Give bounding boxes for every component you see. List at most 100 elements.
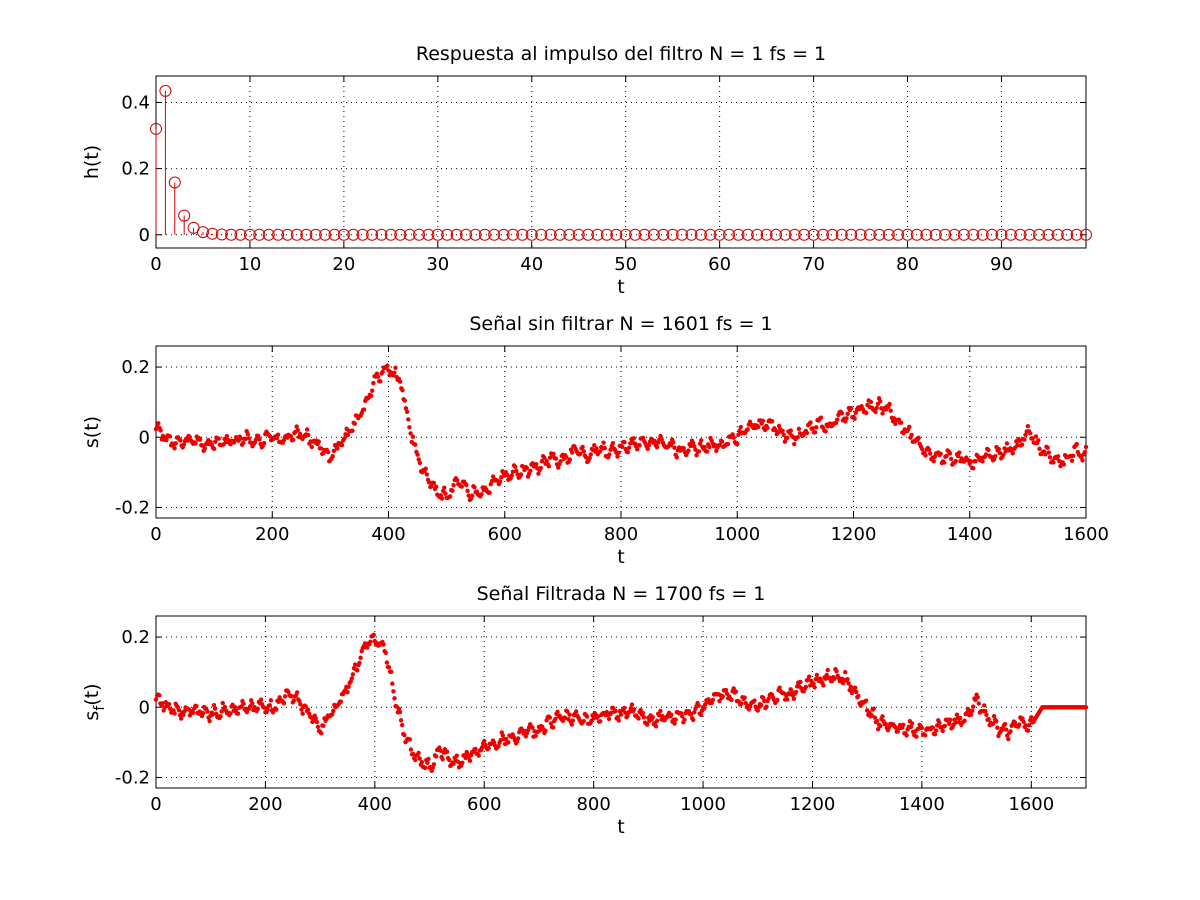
data-point xyxy=(358,655,363,661)
stem-marker xyxy=(666,228,679,241)
x-tick-label: 1400 xyxy=(947,524,993,545)
data-point xyxy=(274,435,280,441)
data-point xyxy=(556,465,561,470)
data-point xyxy=(691,717,696,723)
data-point xyxy=(594,446,599,451)
data-point xyxy=(490,474,496,479)
data-point xyxy=(318,446,324,451)
data-point xyxy=(1026,722,1032,728)
data-point xyxy=(810,426,816,431)
y-axis-label-base: s xyxy=(81,711,103,721)
data-point xyxy=(931,458,936,464)
data-point xyxy=(919,446,925,452)
data-point xyxy=(350,428,355,433)
data-point xyxy=(415,452,420,457)
data-point xyxy=(294,424,299,429)
chart-title: Señal Filtrada N = 1700 fs = 1 xyxy=(477,583,766,605)
data-point xyxy=(569,722,574,727)
x-tick-label: 1200 xyxy=(831,524,877,545)
stem-marker xyxy=(854,228,867,241)
data-point xyxy=(447,757,452,763)
data-point xyxy=(738,424,743,430)
y-tick-label: 0.4 xyxy=(121,92,150,113)
data-point xyxy=(704,449,710,454)
data-point xyxy=(941,460,947,465)
x-tick-label: 200 xyxy=(248,794,282,815)
data-point xyxy=(558,459,563,464)
data-point xyxy=(1023,432,1028,437)
data-point xyxy=(607,452,612,457)
data-point xyxy=(425,760,430,765)
data-point xyxy=(167,434,173,439)
data-point xyxy=(597,449,603,454)
data-point xyxy=(459,484,464,489)
data-point xyxy=(553,456,559,461)
stem-marker xyxy=(553,228,566,241)
data-point xyxy=(300,711,305,716)
stem-marker xyxy=(723,228,736,241)
data-point xyxy=(1080,458,1085,463)
data-point xyxy=(1033,434,1039,439)
data-point xyxy=(697,441,703,446)
x-tick-label: 10 xyxy=(238,254,261,275)
data-point xyxy=(803,684,809,690)
y-axis-label-suffix: (t) xyxy=(81,416,103,438)
data-point xyxy=(839,411,845,416)
data-point xyxy=(994,719,999,724)
data-point xyxy=(191,710,196,715)
data-point xyxy=(371,632,376,637)
data-point xyxy=(509,473,514,478)
data-point xyxy=(637,443,642,448)
data-point xyxy=(298,702,303,707)
data-point xyxy=(834,669,839,674)
data-point xyxy=(629,702,635,707)
data-point xyxy=(793,689,799,695)
data-point xyxy=(755,424,761,430)
data-point xyxy=(638,707,643,713)
data-point xyxy=(845,677,850,682)
data-point xyxy=(197,437,203,442)
data-point xyxy=(282,694,288,699)
data-point xyxy=(970,708,975,714)
stem-marker xyxy=(967,228,980,241)
data-point xyxy=(874,405,879,410)
data-point xyxy=(290,437,296,443)
stem-marker xyxy=(1004,228,1017,241)
data-point xyxy=(193,441,198,446)
data-point xyxy=(1071,453,1076,458)
data-point xyxy=(238,436,244,441)
stem-marker xyxy=(600,228,613,241)
data-point xyxy=(878,399,883,404)
data-point xyxy=(176,708,182,713)
data-point xyxy=(297,431,303,437)
x-tick-label: 400 xyxy=(358,794,392,815)
data-point xyxy=(986,716,991,722)
data-point xyxy=(808,420,813,425)
data-point xyxy=(812,685,817,690)
stem-marker xyxy=(638,228,651,241)
stem-marker xyxy=(863,228,876,241)
stem-marker xyxy=(168,176,181,189)
data-point xyxy=(564,455,569,460)
data-point xyxy=(1043,452,1048,457)
x-tick-label: 1400 xyxy=(899,794,945,815)
stem-marker xyxy=(704,228,717,241)
data-point xyxy=(762,698,767,704)
data-point xyxy=(1003,727,1009,732)
data-point xyxy=(460,760,465,765)
data-point xyxy=(824,672,829,678)
y-tick-label: 0.2 xyxy=(121,357,150,378)
data-point xyxy=(352,421,357,426)
y-axis-label-base: s xyxy=(81,438,103,448)
x-axis-label: t xyxy=(617,546,624,568)
data-point xyxy=(627,709,632,714)
stem-marker xyxy=(281,228,294,241)
data-point xyxy=(349,676,355,681)
stem-marker xyxy=(676,228,689,241)
stem-marker xyxy=(995,228,1008,241)
data-point xyxy=(402,398,407,403)
data-point xyxy=(971,704,976,709)
data-point xyxy=(547,715,553,720)
data-point xyxy=(380,369,385,374)
data-point xyxy=(433,484,439,489)
